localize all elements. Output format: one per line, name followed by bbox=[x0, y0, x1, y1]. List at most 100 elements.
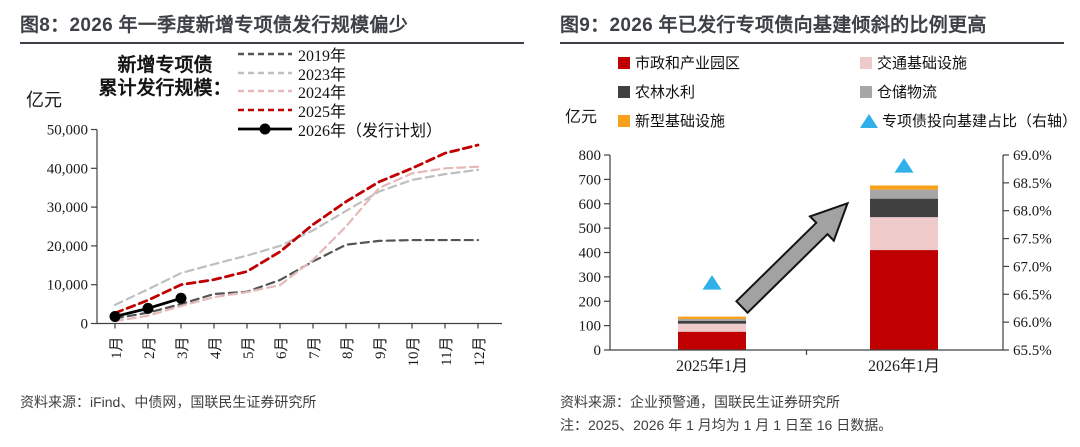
figure9-left-ytick-label: 100 bbox=[579, 319, 602, 335]
figure8-source: 资料来源：iFind、中债网，国联民生证券研究所 bbox=[20, 394, 317, 410]
figure8-xtick-label: 6月 bbox=[274, 337, 290, 360]
figure9-right-ytick-label: 67.5% bbox=[1013, 232, 1052, 248]
figure8-xtick-label: 12月 bbox=[472, 337, 488, 367]
figure8-legend-label: 2025年 bbox=[298, 104, 347, 122]
figure9-segment-市政和产业园区 bbox=[678, 331, 746, 350]
figure8-legend-item: 2023年 bbox=[237, 64, 442, 84]
figure9-left-ytick-label: 700 bbox=[579, 172, 602, 188]
figure8-xtick-label: 5月 bbox=[241, 337, 257, 360]
figure9-legend-item: 农林水利 bbox=[618, 77, 860, 106]
figure8-xtick-label: 2月 bbox=[142, 337, 158, 360]
figure9-legend-label: 仓储物流 bbox=[877, 85, 938, 101]
figure9-legend: 市政和产业园区 农林水利 新型基础设施 交通基础设施 仓储物流 专项债投向基建占比（右轴） bbox=[618, 48, 1077, 135]
figure8-legend-swatch-2024年 bbox=[238, 90, 292, 93]
figure8-ytick-label: 0 bbox=[81, 317, 89, 333]
figure9-legend-item: 新型基础设施 bbox=[618, 106, 860, 135]
figure8-legend-swatch-2019年 bbox=[238, 53, 292, 56]
figure8-ytick-label: 50,000 bbox=[47, 123, 88, 139]
figure8-chart: 0 10,000 20,000 30,000 40,000 50,000 1月 2月 3月 4月 5… bbox=[47, 123, 502, 367]
figure8-ytick-label: 30,000 bbox=[47, 200, 88, 216]
figure8-ytick-label: 10,000 bbox=[47, 278, 88, 294]
figure8-xtick-label: 3月 bbox=[175, 337, 191, 360]
figure9-left-ytick-label: 200 bbox=[579, 294, 602, 310]
figure8-marker bbox=[142, 302, 154, 314]
figure8-xtick-label: 11月 bbox=[439, 337, 455, 366]
figure9-left-ytick-label: 800 bbox=[579, 148, 602, 164]
figure9-right-ytick-label: 69.0% bbox=[1013, 148, 1052, 164]
figure9-segment-交通基础设施 bbox=[678, 323, 746, 332]
figure9-segment-市政和产业园区 bbox=[870, 250, 938, 350]
growth-arrow bbox=[734, 201, 850, 315]
figure8-legend-label: 2026年（发行计划） bbox=[298, 122, 443, 140]
figure9-axes: 0 100 200 300 400 500 600 700 800 65.5% 66.0% 66.5%… bbox=[579, 148, 1052, 375]
figure9-legend-item: 交通基础设施 bbox=[860, 48, 1077, 77]
figure8-xtick-label: 8月 bbox=[340, 337, 356, 360]
figure9-right-ytick-label: 68.5% bbox=[1013, 176, 1052, 192]
figure8-series-group-label-line2: 累计发行规模： bbox=[98, 78, 232, 99]
figure8-series-group-label-line1: 新增专项债 bbox=[117, 55, 213, 76]
figure8-axes: 0 10,000 20,000 30,000 40,000 50,000 1月 2月 3月 4月 5… bbox=[47, 123, 502, 367]
figure9-category-label: 2025年1月 bbox=[676, 357, 748, 375]
figure9-right-ytick-label: 65.5% bbox=[1013, 343, 1052, 359]
figure8-title: 图8：2026 年一季度新增专项债发行规模偏少 bbox=[20, 10, 524, 44]
square-marker-icon bbox=[618, 114, 630, 127]
figure9-legend-label: 市政和产业园区 bbox=[635, 56, 741, 72]
figure9-note: 注：2025、2026 年 1 月均为 1 月 1 日至 16 日数据。 bbox=[560, 417, 893, 433]
figure8-ytick-label: 20,000 bbox=[47, 239, 88, 255]
figure8-legend-label: 2024年 bbox=[298, 85, 347, 103]
figure9-bar-2025年1月 bbox=[678, 316, 746, 350]
figure8-legend-item: 2025年 bbox=[237, 101, 442, 122]
square-marker-icon bbox=[618, 56, 630, 69]
ratio-triangle-marker bbox=[894, 158, 914, 173]
figure8-xtick-label: 1月 bbox=[109, 337, 125, 360]
figure8-series-2025年 bbox=[113, 143, 480, 315]
figure9-legend-label: 交通基础设施 bbox=[877, 56, 968, 72]
figure8-ytick-label: 40,000 bbox=[47, 161, 88, 177]
figure9-segment-新型基础设施 bbox=[678, 316, 746, 320]
figure8-legend-item: 2024年 bbox=[237, 82, 442, 103]
figure8-legend-item: 2026年（发行计划） bbox=[237, 119, 443, 140]
figure9-y-axis-unit: 亿元 bbox=[565, 109, 598, 126]
figure9-legend-column: 交通基础设施 仓储物流专项债投向基建占比（右轴） bbox=[860, 48, 1077, 135]
figure9-chart: 0 100 200 300 400 500 600 700 800 65.5% 66.0% 66.5%… bbox=[579, 148, 1052, 375]
figure8-legend-swatch-2026年（发行计划） bbox=[238, 123, 292, 135]
figure8-xtick-label: 7月 bbox=[307, 337, 323, 360]
figure8-legend-label: 2023年 bbox=[298, 66, 347, 84]
figure8-series-group-label: 新增专项债 累计发行规模： bbox=[75, 54, 255, 100]
figure8-marker bbox=[109, 311, 121, 323]
ratio-triangle-marker bbox=[702, 275, 722, 290]
figure9-legend-label: 专项债投向基建占比（右轴） bbox=[882, 114, 1078, 130]
figure9-source: 资料来源：企业预警通，国联民生证券研究所 bbox=[560, 394, 840, 410]
figure9-left-ytick-label: 400 bbox=[579, 246, 602, 262]
figure9-right-ytick-label: 67.0% bbox=[1013, 259, 1052, 275]
square-marker-icon bbox=[860, 56, 872, 69]
figure9-legend-item: 市政和产业园区 bbox=[618, 48, 860, 77]
square-marker-icon bbox=[860, 85, 872, 98]
figure9-segment-仓储物流 bbox=[678, 319, 746, 321]
figure9-segment-新型基础设施 bbox=[870, 185, 938, 190]
figure9-left-ytick-label: 500 bbox=[579, 221, 602, 237]
figure9-segment-仓储物流 bbox=[870, 189, 938, 199]
figure9-left-ytick-label: 600 bbox=[579, 197, 602, 213]
figure8-series-2024年 bbox=[113, 165, 480, 323]
figure8-legend-swatch-2023年 bbox=[238, 71, 292, 75]
figure9-bar-2026年1月 bbox=[870, 185, 938, 350]
figure9-left-ytick-label: 300 bbox=[579, 270, 602, 286]
figure9-panel: 图9：2026 年已发行专项债向基建倾斜的比例更高 0 100 200 300 400 5… bbox=[540, 0, 1080, 447]
figure8-panel: 图8：2026 年一季度新增专项债发行规模偏少 0 10,000 20,000 30,… bbox=[20, 10, 524, 410]
figure8-legend-item: 2019年 bbox=[237, 45, 442, 65]
figure8-xtick-label: 4月 bbox=[208, 337, 224, 360]
figure9-right-ytick-label: 68.0% bbox=[1013, 204, 1052, 220]
figure8-legend: 2019年 2023年 2024年 2025年 2026年（发行计划） bbox=[237, 45, 443, 140]
figure8-xtick-label: 10月 bbox=[406, 337, 422, 367]
figure9-segment-交通基础设施 bbox=[870, 217, 938, 251]
figure9-segment-农林水利 bbox=[678, 320, 746, 324]
figure9-right-ytick-label: 66.0% bbox=[1013, 315, 1052, 331]
figure9-legend-column: 市政和产业园区农林水利 新型基础设施 bbox=[618, 48, 860, 135]
figure8-marker bbox=[175, 292, 187, 304]
figure8-series-2026年（发行计划） bbox=[109, 292, 187, 323]
square-marker-icon bbox=[618, 85, 630, 98]
figure8-series-2019年 bbox=[113, 238, 480, 320]
figure9-left-ytick-label: 0 bbox=[594, 343, 602, 359]
